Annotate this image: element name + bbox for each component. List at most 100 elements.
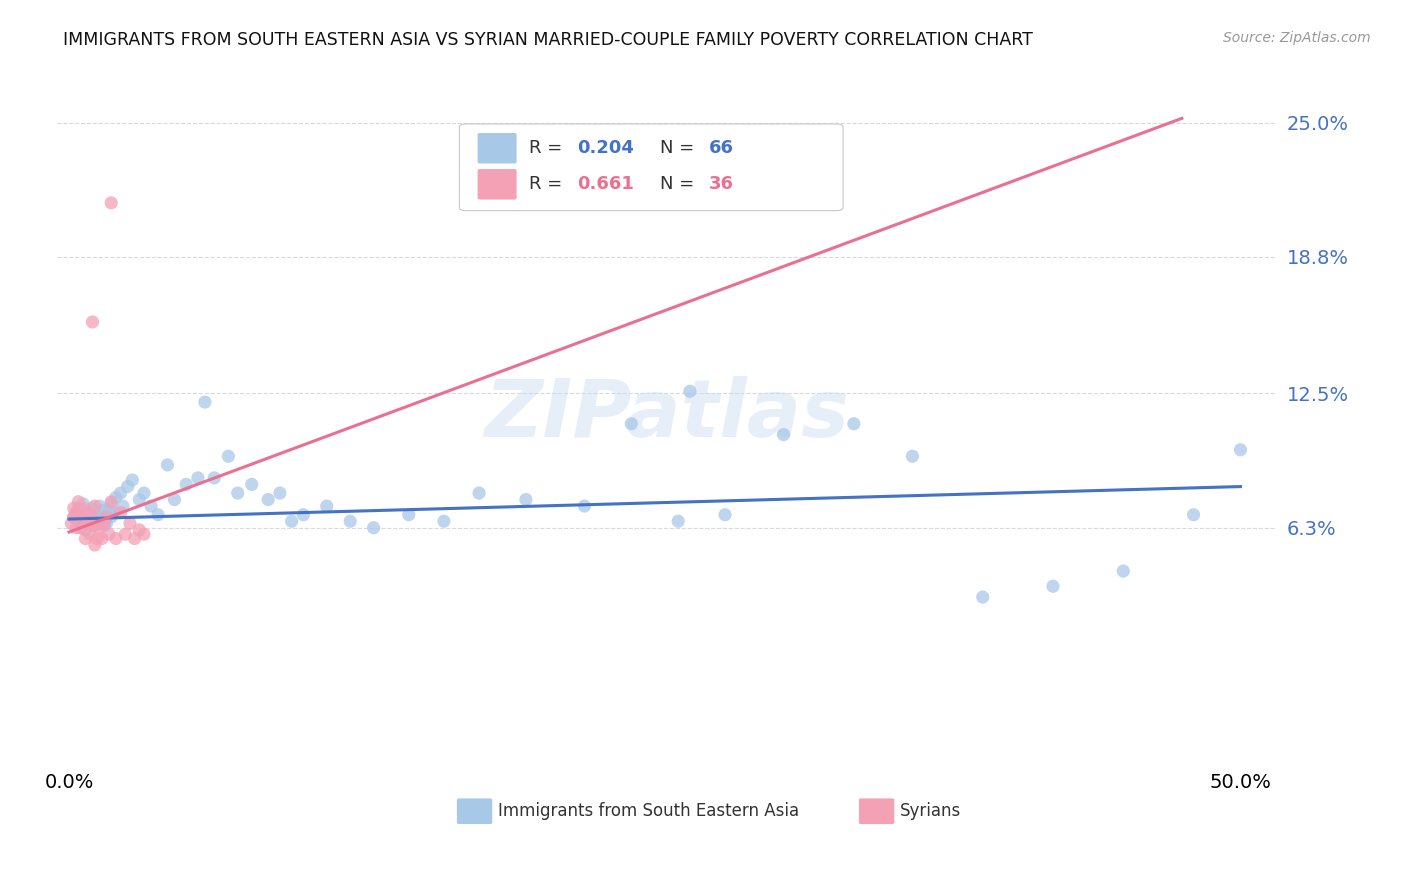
FancyBboxPatch shape <box>478 169 516 200</box>
Point <box>292 508 315 522</box>
Point <box>620 417 643 431</box>
Point <box>97 527 120 541</box>
Point <box>187 471 209 485</box>
Point <box>86 516 108 531</box>
Point <box>65 506 87 520</box>
Point <box>103 506 125 520</box>
Point <box>163 492 186 507</box>
Point <box>90 503 112 517</box>
Text: 0.204: 0.204 <box>578 139 634 157</box>
Point <box>679 384 702 399</box>
Point <box>146 508 169 522</box>
Point <box>269 486 291 500</box>
Point <box>842 417 865 431</box>
Point <box>398 508 420 522</box>
Point <box>901 449 924 463</box>
Point <box>1182 508 1205 522</box>
Point <box>79 516 101 531</box>
Point <box>111 499 134 513</box>
Point <box>75 532 97 546</box>
Text: 0.661: 0.661 <box>578 175 634 194</box>
Point <box>124 532 146 546</box>
Text: 36: 36 <box>709 175 734 194</box>
FancyBboxPatch shape <box>460 124 844 211</box>
Text: ZIPatlas: ZIPatlas <box>484 376 849 454</box>
Point <box>139 499 162 513</box>
Point <box>1042 579 1064 593</box>
Point <box>666 514 689 528</box>
Point <box>82 501 104 516</box>
Text: Syrians: Syrians <box>900 802 962 820</box>
Text: IMMIGRANTS FROM SOUTH EASTERN ASIA VS SYRIAN MARRIED-COUPLE FAMILY POVERTY CORRE: IMMIGRANTS FROM SOUTH EASTERN ASIA VS SY… <box>63 31 1033 49</box>
Point <box>93 509 115 524</box>
Point <box>60 516 83 531</box>
Point <box>100 509 122 524</box>
Point <box>714 508 737 522</box>
Point <box>110 506 132 520</box>
Point <box>62 509 84 524</box>
FancyBboxPatch shape <box>859 798 894 824</box>
Text: Immigrants from South Eastern Asia: Immigrants from South Eastern Asia <box>498 802 800 820</box>
Point <box>110 486 132 500</box>
Point <box>257 492 280 507</box>
Point <box>65 506 87 520</box>
Point <box>100 195 122 210</box>
Point <box>217 449 239 463</box>
Point <box>72 501 94 516</box>
Point <box>90 532 112 546</box>
Point <box>117 479 139 493</box>
Text: Source: ZipAtlas.com: Source: ZipAtlas.com <box>1223 31 1371 45</box>
Point <box>280 514 302 528</box>
Point <box>89 514 111 528</box>
Text: R =: R = <box>529 175 568 194</box>
Point <box>67 509 90 524</box>
Point <box>96 516 118 531</box>
Point <box>72 509 94 524</box>
Point <box>79 527 101 541</box>
Point <box>76 506 98 520</box>
Point <box>1229 442 1251 457</box>
Point <box>75 509 97 524</box>
Point <box>363 521 385 535</box>
Point <box>156 458 179 472</box>
Point <box>75 516 97 531</box>
Point <box>69 521 91 535</box>
Point <box>82 518 104 533</box>
Point <box>104 491 127 505</box>
Point <box>194 395 217 409</box>
Point <box>132 527 155 541</box>
Point <box>118 516 141 531</box>
Point <box>62 501 84 516</box>
Point <box>72 497 94 511</box>
Point <box>128 492 150 507</box>
Point <box>69 514 91 528</box>
Point <box>93 516 115 531</box>
Point <box>315 499 337 513</box>
Point <box>83 499 105 513</box>
Point <box>86 508 108 522</box>
Point <box>339 514 361 528</box>
Point <box>240 477 263 491</box>
Point <box>132 486 155 500</box>
Point <box>79 516 101 531</box>
Point <box>174 477 197 491</box>
Point <box>67 501 90 516</box>
Point <box>83 518 105 533</box>
Point <box>226 486 249 500</box>
Point <box>65 521 87 535</box>
Point <box>69 521 91 535</box>
Point <box>128 523 150 537</box>
Text: N =: N = <box>661 175 700 194</box>
Point <box>97 503 120 517</box>
FancyBboxPatch shape <box>457 798 492 824</box>
Point <box>972 590 994 604</box>
Point <box>574 499 596 513</box>
Point <box>62 509 84 524</box>
Text: R =: R = <box>529 139 568 157</box>
Point <box>89 499 111 513</box>
Point <box>86 532 108 546</box>
Text: N =: N = <box>661 139 700 157</box>
Point <box>104 532 127 546</box>
Point <box>82 512 104 526</box>
Point <box>772 427 794 442</box>
